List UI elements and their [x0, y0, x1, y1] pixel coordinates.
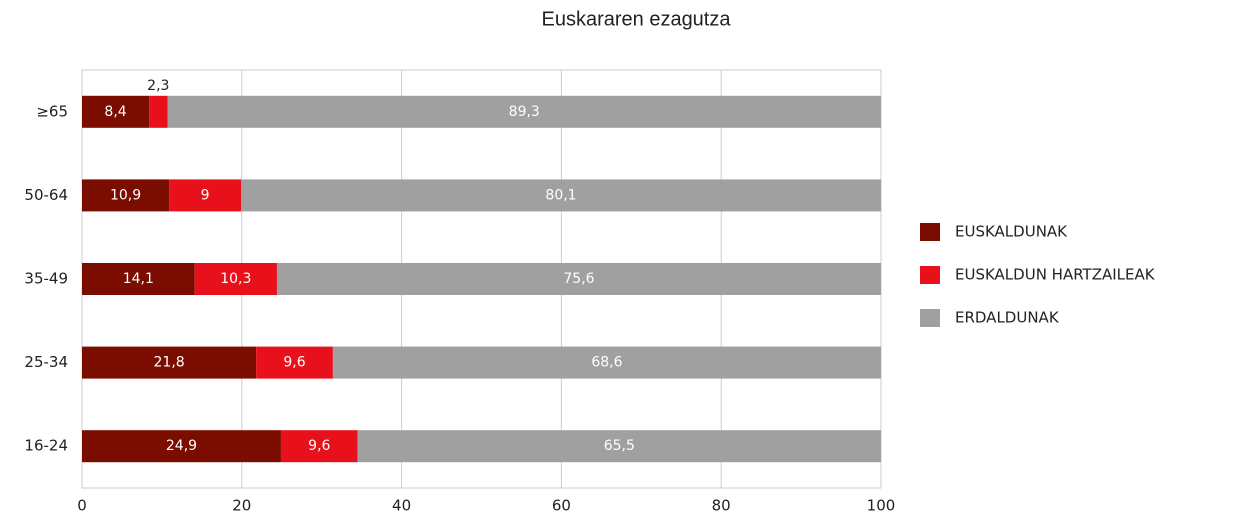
x-tick-label: 0: [77, 497, 87, 515]
data-label: 9,6: [308, 438, 330, 454]
legend-label: EUSKALDUNAK: [955, 223, 1068, 241]
bar-segment: [357, 430, 881, 463]
bar-segment: [82, 430, 281, 463]
bar-segment: [169, 179, 242, 212]
data-label: 24,9: [166, 438, 197, 454]
x-tick-label: 80: [712, 497, 731, 515]
y-tick-label: 50-64: [24, 186, 68, 204]
bar-segment: [82, 263, 195, 295]
legend-swatch: [920, 309, 940, 327]
data-label: 9: [201, 187, 210, 203]
data-label: 21,8: [154, 355, 185, 371]
bar-segment: [241, 179, 882, 212]
bar-segment: [332, 346, 881, 379]
data-label: 68,6: [591, 355, 622, 371]
data-label: 14,1: [123, 271, 154, 287]
data-label: 2,3: [147, 78, 169, 94]
bar-segment: [82, 346, 257, 379]
x-tick-label: 20: [232, 497, 251, 515]
legend-swatch: [920, 223, 940, 241]
y-tick-label: 35-49: [24, 270, 68, 288]
data-label: 9,6: [283, 355, 305, 371]
data-label: 75,6: [563, 271, 594, 287]
bar-segment: [276, 263, 881, 295]
y-tick-label: 25-34: [24, 353, 68, 371]
bar-segment: [149, 95, 168, 128]
bar-segment: [82, 95, 150, 128]
x-tick-label: 100: [867, 497, 896, 515]
data-label: 10,9: [110, 187, 141, 203]
bar-segment: [256, 346, 333, 379]
chart-title: Euskararen ezagutza: [541, 8, 731, 30]
data-label: 10,3: [220, 271, 251, 287]
data-label: 80,1: [545, 187, 576, 203]
y-tick-label: 16-24: [24, 437, 68, 455]
y-tick-label: ≥65: [36, 102, 68, 120]
bar-segment: [280, 430, 358, 463]
data-label: 65,5: [604, 438, 635, 454]
bar-segment: [194, 263, 277, 295]
legend-label: ERDALDUNAK: [955, 309, 1060, 327]
bar-segment: [167, 95, 882, 128]
bar-segment: [82, 179, 170, 212]
legend-label: EUSKALDUN HARTZAILEAK: [955, 266, 1156, 284]
legend-swatch: [920, 266, 940, 284]
x-tick-label: 40: [392, 497, 411, 515]
data-label: 8,4: [104, 104, 126, 120]
x-tick-label: 60: [552, 497, 571, 515]
data-label: 89,3: [509, 104, 540, 120]
